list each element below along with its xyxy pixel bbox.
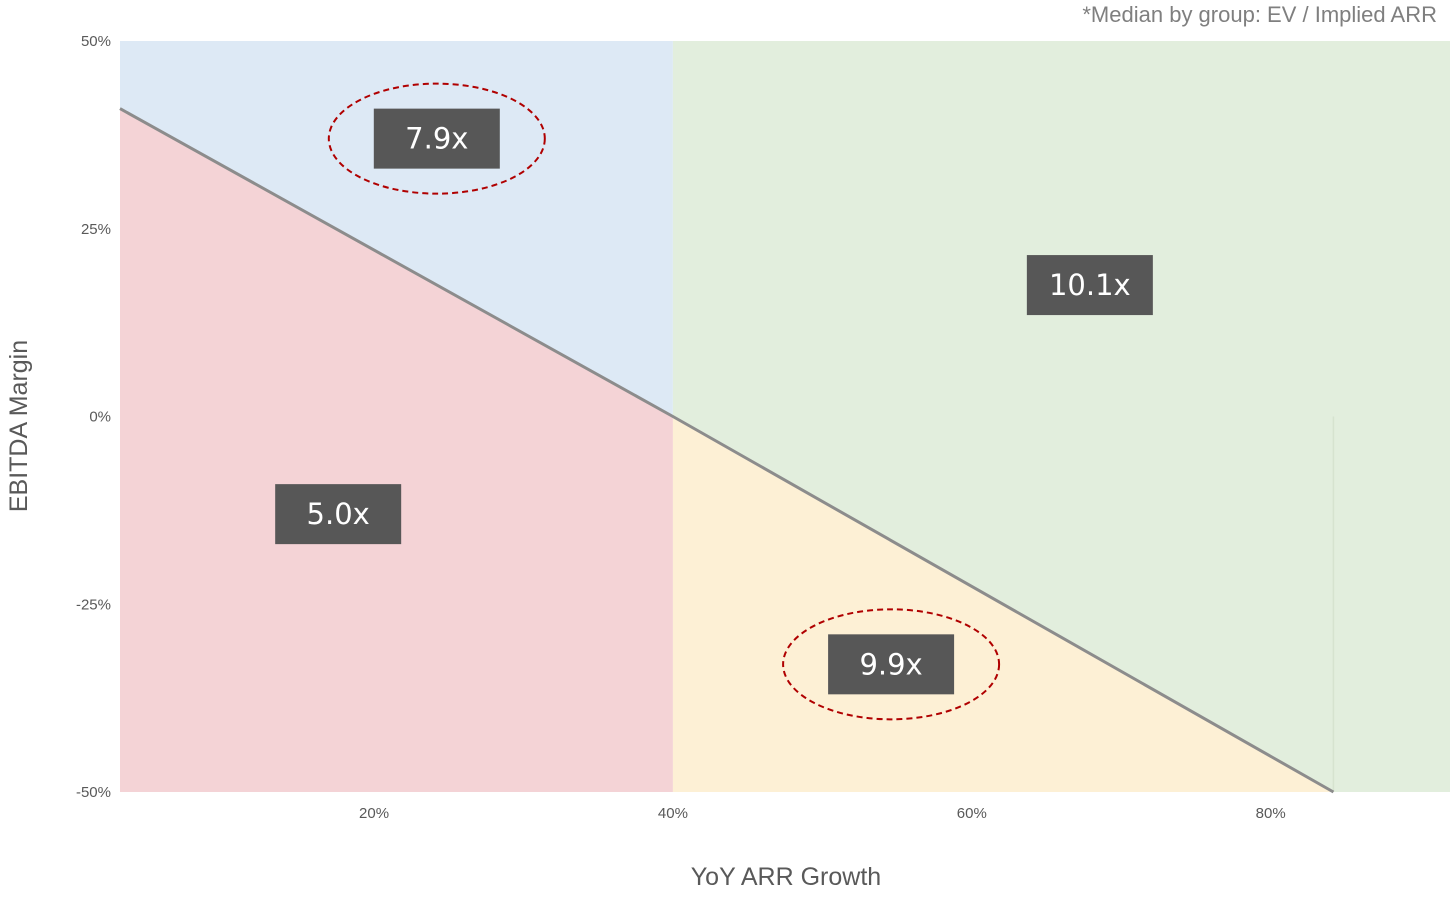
- highlight-ellipse: [782, 608, 1001, 721]
- region-low-margin-low-growth: [120, 108, 673, 793]
- region-high-margin-low-growth: [120, 41, 673, 417]
- x-axis-title: YoY ARR Growth: [691, 863, 881, 891]
- y-tick-label: 0%: [89, 409, 111, 426]
- quadrant-regions: [120, 41, 1450, 793]
- group-label-box: [828, 634, 955, 695]
- x-tick-label: 80%: [1256, 805, 1286, 822]
- y-tick-label: 50%: [81, 33, 111, 50]
- y-axis-ticks: 50% 25% 0% -25% -50%: [76, 33, 111, 801]
- x-tick-label: 60%: [957, 805, 987, 822]
- y-tick-label: 25%: [81, 221, 111, 238]
- group-multiple-labels: 7.9x 5.0x 10.1x 9.9x: [275, 82, 1153, 721]
- group-label-box: [1026, 255, 1153, 316]
- group-label-box: [275, 484, 402, 545]
- x-tick-label: 40%: [658, 805, 688, 822]
- y-tick-label: -50%: [76, 784, 111, 801]
- region-high-growth-above-line: [672, 41, 1450, 792]
- group-multiple-label: 9.9x: [859, 647, 922, 681]
- highlight-ellipse: [327, 82, 546, 195]
- group-label-box: [373, 108, 500, 169]
- group-multiple-label: 10.1x: [1049, 268, 1131, 302]
- x-axis-ticks: 20% 40% 60% 80%: [359, 805, 1286, 822]
- rule-of-40-line: [119, 107, 1335, 794]
- group-multiple-label: 5.0x: [307, 497, 370, 531]
- x-tick-label: 20%: [359, 805, 389, 822]
- median-note: *Median by group: EV / Implied ARR: [1082, 2, 1437, 27]
- y-tick-label: -25%: [76, 596, 111, 613]
- y-axis-title: EBITDA Margin: [5, 340, 33, 512]
- group-multiple-label: 7.9x: [405, 122, 468, 156]
